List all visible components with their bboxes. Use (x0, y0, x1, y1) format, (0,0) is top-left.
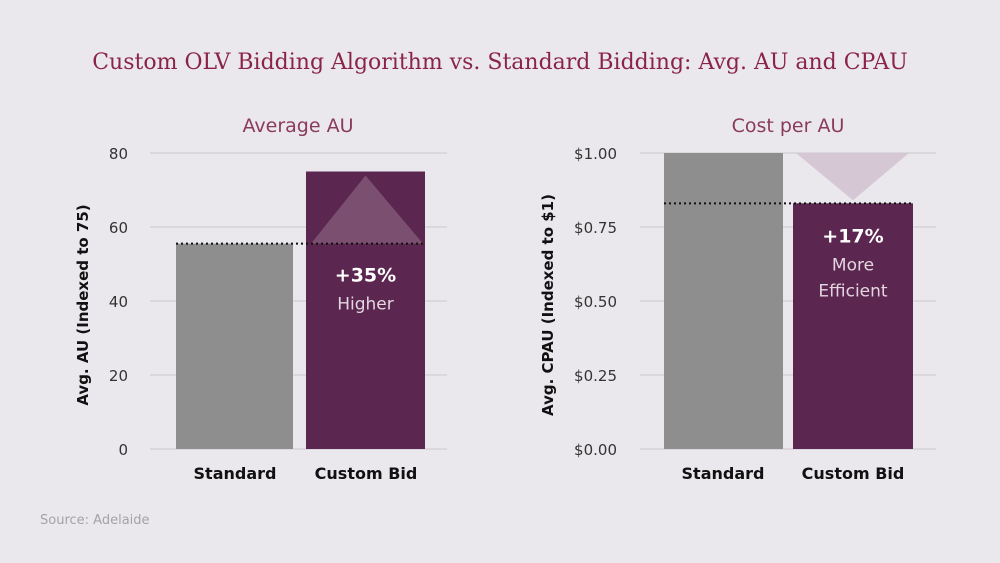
y-tick-label: $0.75 (574, 219, 617, 237)
y-tick-label: 0 (118, 441, 128, 459)
x-tick-label: Custom Bid (315, 464, 418, 483)
annotation-label: More (832, 255, 874, 275)
source-note: Source: Adelaide (40, 513, 150, 528)
y-tick-label: 80 (109, 145, 128, 163)
bar-standard (176, 243, 293, 449)
bar-standard (664, 153, 783, 449)
y-tick-label: $0.00 (574, 441, 617, 459)
x-tick-label: Standard (682, 464, 765, 483)
panel-title: Cost per AU (732, 115, 845, 137)
y-tick-label: 20 (109, 367, 128, 385)
annotation-label: Higher (337, 295, 394, 315)
y-tick-label: 60 (109, 219, 128, 237)
panel-title: Average AU (243, 115, 354, 137)
x-tick-label: Standard (194, 464, 277, 483)
up-arrow-icon (311, 175, 423, 244)
y-tick-label: $0.50 (574, 293, 617, 311)
y-tick-label: $1.00 (574, 145, 617, 163)
y-tick-label: $0.25 (574, 367, 617, 385)
y-axis-label: Avg. CPAU (Indexed to $1) (539, 194, 557, 416)
annotation-value: +35% (335, 265, 396, 287)
bar-custom-bid (793, 203, 913, 449)
annotation-label: Efficient (818, 281, 887, 301)
y-axis-label: Avg. AU (Indexed to 75) (74, 204, 92, 405)
annotation-value: +17% (822, 225, 883, 247)
chart-title: Custom OLV Bidding Algorithm vs. Standar… (92, 50, 908, 75)
y-tick-label: 40 (109, 293, 128, 311)
down-arrow-icon (796, 153, 909, 201)
x-tick-label: Custom Bid (802, 464, 905, 483)
